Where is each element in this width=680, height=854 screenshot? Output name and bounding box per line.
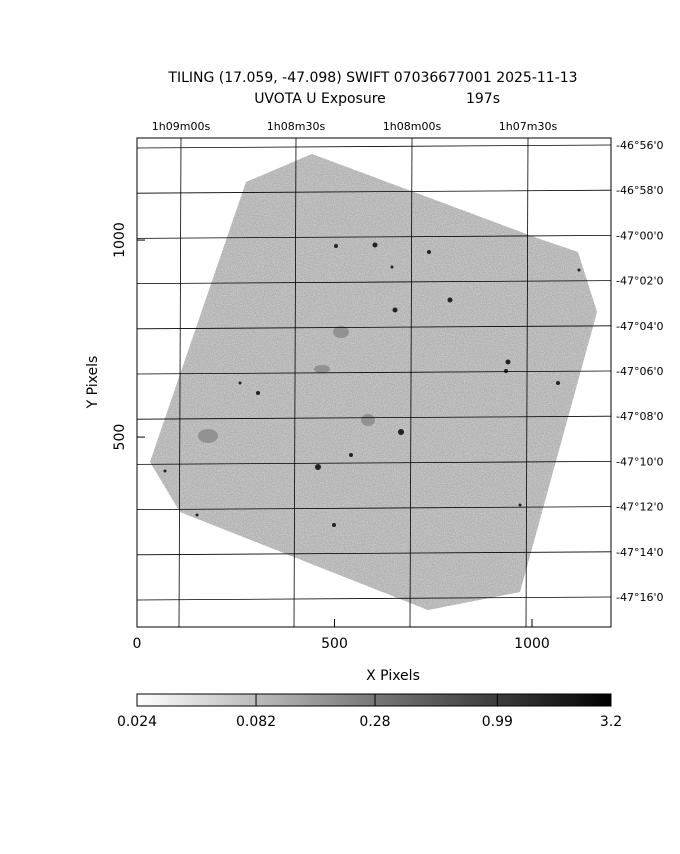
ra-grid-line — [293, 137, 297, 628]
dec-tick-label: -47°04'0 — [616, 320, 664, 333]
ra-tick-label: 1h09m00s — [152, 120, 211, 133]
image — [150, 154, 597, 610]
ra-grid-line — [178, 137, 182, 628]
dec-tick-label: -46°58'0 — [616, 184, 664, 197]
dec-tick-label: -47°16'0 — [616, 591, 664, 604]
dec-grid-line — [136, 551, 612, 556]
dec-grid-line — [136, 415, 612, 420]
ra-tick-label: 1h08m00s — [383, 120, 442, 133]
dec-tick-label: -47°08'0 — [616, 410, 664, 423]
chart-title: TILING (17.059, -47.098) SWIFT 070366770… — [167, 70, 577, 86]
x-tick-label: 500 — [321, 636, 348, 652]
dec-grid-line — [136, 506, 612, 510]
colorbar-tick-label: 0.082 — [236, 714, 276, 730]
colorbar-tick-label: 0.99 — [482, 714, 513, 730]
x-tick-label: 0 — [133, 636, 142, 652]
dec-tick-label: -47°02'0 — [616, 275, 664, 288]
exposure-noise — [150, 154, 597, 610]
extended-sources — [198, 326, 375, 443]
dec-tick-label: -47°10'0 — [616, 455, 664, 468]
dec-grid-line — [136, 189, 612, 194]
y-tick-label: 1000 — [112, 222, 128, 258]
ra-tick-label: 1h07m30s — [499, 120, 558, 133]
ra-grid-line — [409, 137, 413, 628]
y-axis-label: Y Pixels — [85, 356, 101, 410]
colorbar-tick-label: 3.2 — [600, 714, 622, 730]
dec-grid-line — [136, 235, 612, 239]
colorbar-tick-label: 0.024 — [117, 714, 157, 730]
colorbar — [136, 693, 612, 707]
dec-grid-line — [136, 596, 612, 601]
sources — [163, 242, 581, 527]
chart-subtitle: UVOTA U Exposure — [254, 91, 386, 107]
dec-tick-label: -47°14'0 — [616, 546, 664, 559]
ra-tick-label: 1h08m30s — [267, 120, 326, 133]
plot-frame — [136, 137, 612, 628]
dec-tick-label: -47°06'0 — [616, 365, 664, 378]
dec-tick-label: -47°12'0 — [616, 501, 664, 514]
exposure: 197s — [466, 91, 500, 107]
dec-grid-line — [136, 144, 612, 149]
x-axis-label: X Pixels — [366, 668, 420, 684]
dec-grid-line — [136, 370, 612, 375]
ra-grid-line — [525, 137, 529, 628]
y-tick-label: 500 — [112, 424, 128, 451]
colorbar-tick-label: 0.28 — [359, 714, 390, 730]
dec-tick-label: -46°56'0 — [616, 139, 664, 152]
dec-grid-line — [136, 280, 612, 284]
dec-tick-label: -47°00'0 — [616, 229, 664, 242]
dec-grid-line — [136, 325, 612, 330]
x-tick-label: 1000 — [514, 636, 550, 652]
dec-grid-line — [136, 461, 612, 465]
